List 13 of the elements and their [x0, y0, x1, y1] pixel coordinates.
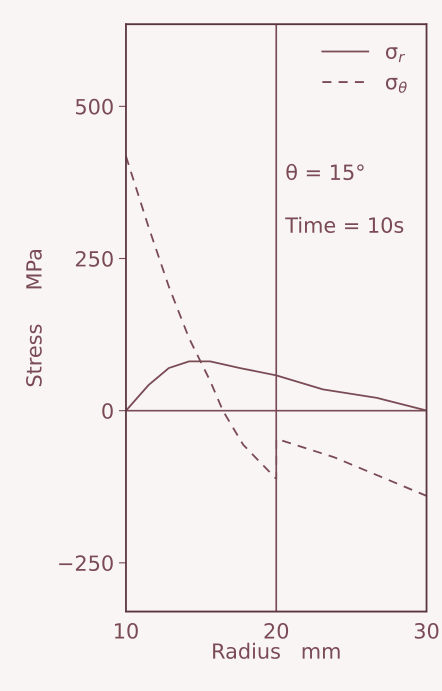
- y-axis-title: Stress MPa: [26, 250, 42, 386]
- x-tick-label: 10: [115, 623, 138, 639]
- annotation: θ = 15°: [286, 164, 364, 180]
- legend-label: σ$_{θ}$: [386, 78, 407, 93]
- y-tick-label: −250: [59, 555, 113, 572]
- x-tick-label: 20: [264, 623, 288, 639]
- legend-label: σ$_{r}$: [386, 47, 406, 62]
- y-tick-label: 500: [76, 98, 113, 115]
- x-axis-title: Radius mm: [213, 642, 340, 659]
- annotation: Time = 10s: [285, 216, 404, 233]
- y-tick-label: 0: [102, 403, 113, 419]
- y-tick-label: 250: [76, 250, 113, 267]
- x-tick-label: 30: [414, 623, 438, 639]
